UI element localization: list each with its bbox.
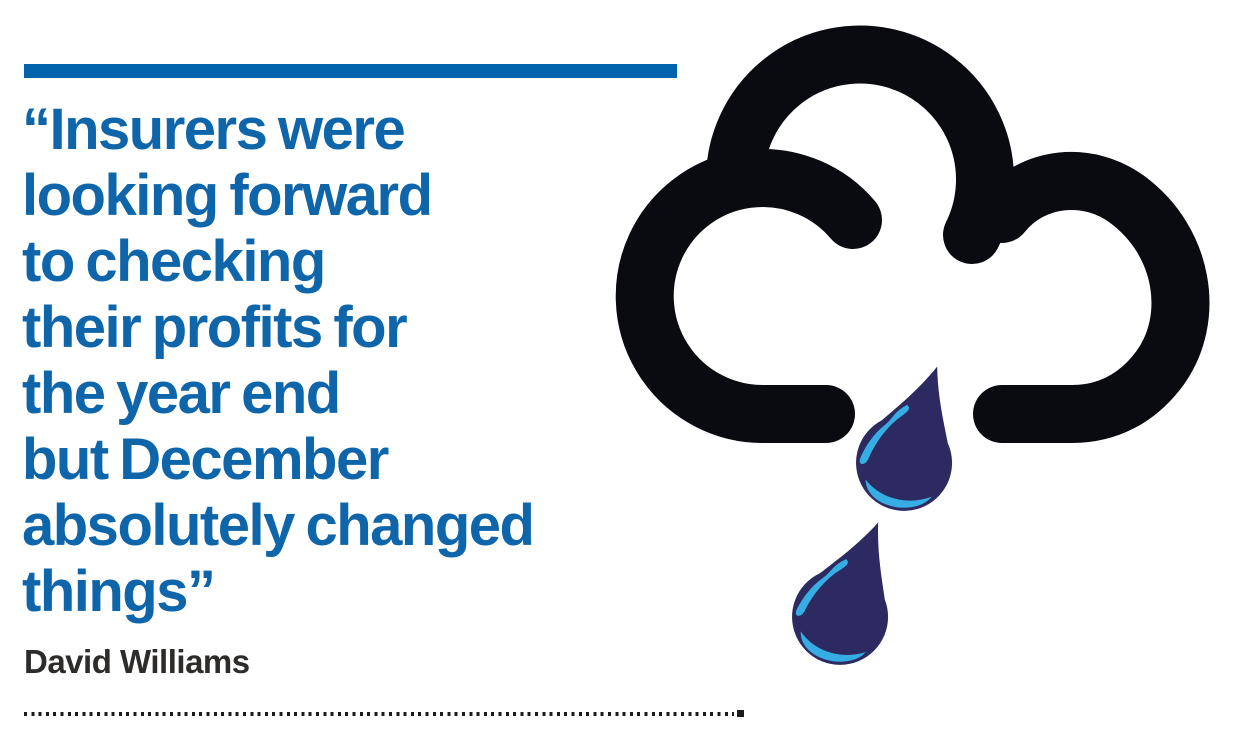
cloud-outline [615, 25, 1210, 444]
accent-bar [24, 64, 677, 78]
divider-end-dot [737, 710, 744, 717]
pull-quote-text: “Insurers were looking forward to checki… [22, 97, 535, 624]
raindrop-icon [843, 350, 983, 524]
attribution: David Williams [24, 643, 250, 680]
dotted-divider [24, 712, 734, 716]
raindrop-icon [777, 504, 923, 680]
